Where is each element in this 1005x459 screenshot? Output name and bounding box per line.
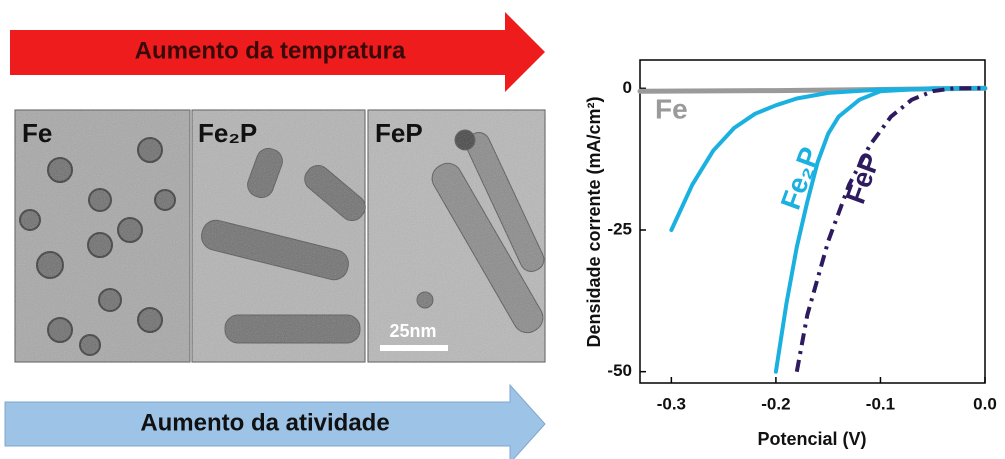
y-tick-label: -50 [607,361,632,380]
series-label: Fe [655,93,688,124]
arrow-top-label: Aumento da tempratura [135,37,406,64]
y-tick-label: -25 [607,219,632,238]
panel-label: Fe [22,118,52,148]
plot-frame [640,60,985,383]
x-tick-label: -0.3 [657,394,686,413]
scale-bar [380,345,448,351]
chart: Densidade corrente (mA/cm²) Potencial (V… [584,60,997,449]
y-tick-label: 0 [623,78,632,97]
figure: Aumento da tempratura Aumento da ativida… [0,0,1005,459]
x-tick-label: 0.0 [973,394,997,413]
x-tick-label: -0.1 [866,394,895,413]
y-axis-label: Densidade corrente (mA/cm²) [584,96,604,347]
panel-label: FeP [375,118,423,148]
x-tick-label: -0.2 [761,394,790,413]
scale-bar-label: 25nm [389,321,436,341]
panel-label: Fe₂P [198,118,257,148]
arrow-bottom-label: Aumento da atividade [140,409,389,436]
x-axis-label: Potencial (V) [757,429,866,449]
